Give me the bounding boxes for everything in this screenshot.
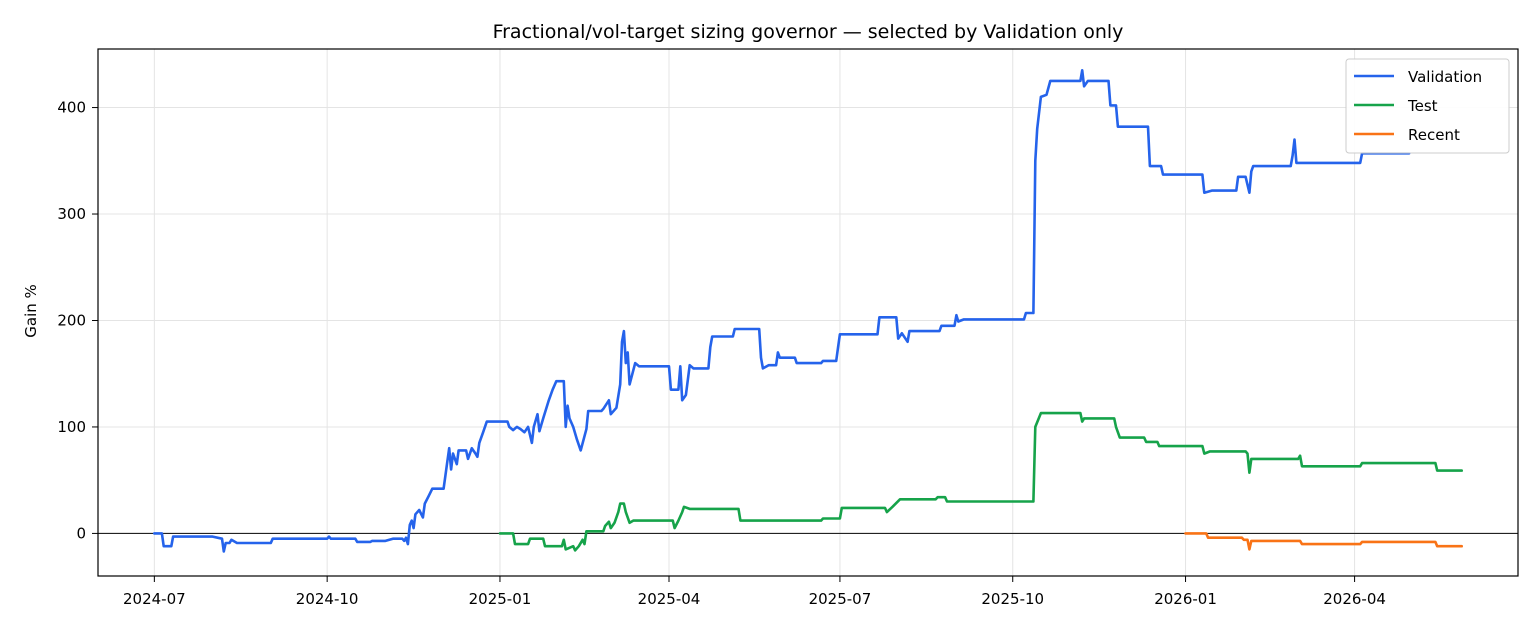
legend-box: [1345, 58, 1510, 154]
y-tick-label: 100: [57, 418, 86, 436]
chart-title: Fractional/vol-target sizing governor — …: [493, 21, 1124, 43]
legend-label-recent: Recent: [1408, 126, 1460, 144]
x-tick-label: 2025-04: [638, 590, 701, 608]
grid: [98, 49, 1518, 576]
x-tick-label: 2026-04: [1323, 590, 1386, 608]
y-tick-label: 0: [76, 524, 86, 542]
x-tick-label: 2024-10: [296, 590, 359, 608]
axes: 2024-07 2024-10 2025-01 2025-04 2025-07 2025-…: [57, 99, 1386, 608]
x-tick-label: 2025-07: [809, 590, 872, 608]
series-layer: [153, 69, 1463, 553]
x-tick-label: 2025-10: [981, 590, 1044, 608]
y-tick-label: 200: [57, 311, 86, 329]
y-tick-label: 300: [57, 205, 86, 223]
legend: Validation Test Recent: [1345, 58, 1510, 154]
x-tick-label: 2025-01: [469, 590, 532, 608]
series-test-line: [498, 411, 1463, 552]
x-tick-label: 2024-07: [123, 590, 186, 608]
series-recent-line: [1184, 532, 1463, 551]
x-tick-label: 2026-01: [1154, 590, 1217, 608]
legend-label-validation: Validation: [1408, 68, 1482, 86]
plot-area-frame: [97, 48, 1519, 577]
y-tick-label: 400: [57, 99, 86, 117]
legend-label-test: Test: [1407, 97, 1438, 115]
y-axis-label: Gain %: [22, 284, 40, 338]
series-validation-line: [153, 69, 1411, 553]
